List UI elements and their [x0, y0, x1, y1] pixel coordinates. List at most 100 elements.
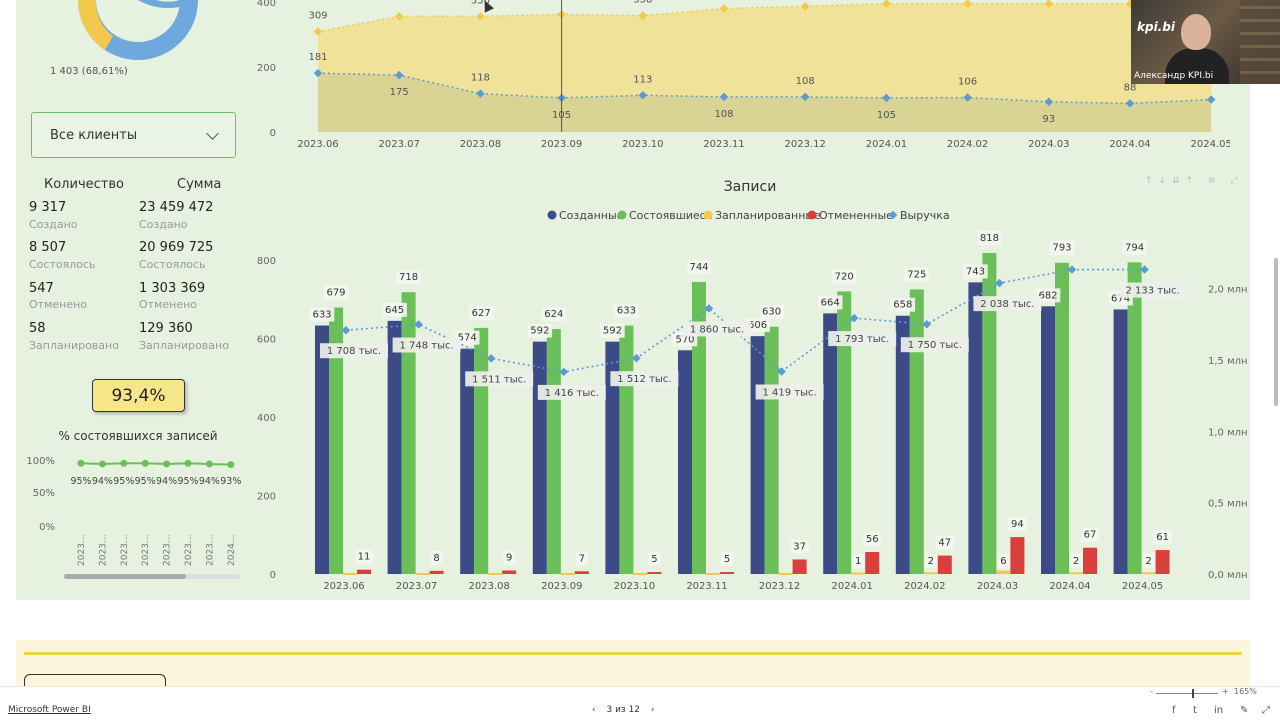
label-cancelled-bg: [1008, 517, 1027, 532]
bar-completed: [474, 327, 489, 574]
kpi-cancelled-count: 547: [29, 281, 54, 296]
spark-line: [80, 462, 231, 466]
zoom-level: 165%: [1234, 687, 1257, 696]
label-cancelled: 11: [358, 552, 371, 563]
top-x-tick: 2023.08: [460, 139, 501, 150]
revenue-label: 1 511 тыс.: [472, 374, 526, 385]
label-completed: 718: [399, 272, 418, 283]
page-scrollbar[interactable]: [1274, 258, 1278, 406]
bar-planned: [778, 573, 793, 575]
label-cancelled: 5: [651, 554, 657, 565]
x-tick-label: 2024.05: [1122, 581, 1163, 592]
top-series-line: [317, 2, 1212, 33]
legend-label: Запланированные: [715, 209, 821, 222]
spark-x-tick: 2023...: [163, 535, 173, 567]
label-planned-bg: [1142, 554, 1155, 568]
bar-completed: [1127, 262, 1142, 574]
top-x-tick: 2023.07: [379, 139, 420, 150]
chevron-down-icon: [206, 126, 219, 140]
powerbi-link[interactable]: Microsoft Power BI: [8, 705, 91, 715]
revenue-point: [1140, 265, 1149, 274]
spark-label: 94%: [156, 476, 177, 487]
top-x-tick: 2023.10: [622, 139, 663, 150]
zoom-track[interactable]: [1156, 693, 1218, 694]
top-data-label: 358: [633, 0, 652, 6]
revenue-label-bg: [610, 371, 679, 387]
bar-planned: [851, 572, 866, 575]
facebook-icon[interactable]: f: [1172, 705, 1176, 716]
top-data-label: 88: [1124, 82, 1137, 93]
label-completed-bg: [468, 305, 494, 320]
revenue-label: 1 750 тыс.: [908, 340, 962, 351]
prev-page-button[interactable]: ‹: [592, 705, 596, 715]
zoom-out-button[interactable]: -: [1150, 687, 1153, 696]
zoom-thumb[interactable]: [1192, 689, 1194, 698]
spark-point: [77, 459, 85, 467]
bar-completed: [764, 326, 779, 574]
bar-planned: [343, 573, 357, 575]
revenue-label-bg: [683, 321, 751, 337]
y2-tick-label: 1,0 млн: [1208, 427, 1248, 438]
label-cancelled-bg: [1153, 530, 1172, 545]
donut-chart[interactable]: [60, 0, 220, 70]
spark-label: 94%: [199, 476, 220, 487]
label-cancelled: 56: [866, 534, 879, 545]
top-data-point: [394, 70, 404, 80]
zoom-in-button[interactable]: +: [1222, 687, 1229, 696]
top-data-point: [476, 12, 485, 21]
spark-point: [205, 460, 213, 468]
label-created-bg: [1035, 288, 1061, 303]
twitter-icon[interactable]: t: [1193, 705, 1197, 716]
label-completed: 679: [326, 287, 345, 298]
top-x-tick: 2023.12: [785, 139, 826, 150]
bar-planned: [488, 573, 503, 575]
label-planned: 2: [928, 556, 934, 567]
bar-completed: [546, 329, 561, 574]
spark-y-tick: 0%: [39, 522, 55, 533]
visual-header-icons[interactable]: ↑↓⇊⇡ ≡ ⤢: [1145, 176, 1244, 186]
label-completed-bg: [686, 259, 712, 274]
linkedin-icon[interactable]: in: [1214, 705, 1224, 716]
bar-cancelled: [1010, 537, 1025, 574]
records-combo-chart[interactable]: Записи Созданные Состоявшиеся Запланированн…: [250, 170, 1250, 600]
top-data-label: 309: [308, 11, 327, 22]
spark-point: [184, 459, 192, 467]
top-y-tick: 0: [270, 128, 276, 139]
label-cancelled: 5: [724, 554, 730, 565]
legend-label: Созданные: [559, 209, 624, 222]
spark-y-tick: 50%: [33, 488, 55, 499]
label-cancelled: 7: [579, 553, 585, 564]
fullscreen-icon[interactable]: ⤢: [1262, 705, 1270, 716]
label-created: 682: [1038, 290, 1057, 301]
completion-sparkline[interactable]: 100% 50% 0% 95% 2023... 94% 2023... 95% 2023... 9…: [20, 448, 250, 583]
revenue-line: [345, 268, 1145, 373]
bar-created: [387, 320, 402, 574]
next-page-button[interactable]: ›: [650, 705, 655, 715]
top-data-point: [313, 27, 323, 36]
donut-label: 1 403 (68,61%): [50, 66, 128, 77]
edit-icon[interactable]: ✎: [1240, 705, 1249, 716]
y2-tick-label: 0,0 млн: [1208, 570, 1248, 581]
top-area-chart[interactable]: 4002000309356358387181175118105113108108…: [250, 0, 1230, 160]
label-cancelled-bg: [354, 549, 374, 564]
revenue-label: 1 708 тыс.: [327, 346, 381, 357]
bar-completed: [329, 307, 343, 574]
label-cancelled: 61: [1156, 532, 1169, 543]
top-data-point: [1044, 97, 1054, 107]
revenue-point: [632, 353, 641, 363]
client-filter-dropdown[interactable]: Все клиенты: [31, 112, 236, 158]
x-tick-label: 2023.07: [396, 581, 437, 592]
spark-x-tick: 2023...: [205, 535, 215, 567]
revenue-label-bg: [537, 384, 606, 400]
label-completed-bg: [904, 267, 930, 282]
spark-point: [141, 459, 149, 467]
bar-completed: [619, 325, 634, 574]
spark-x-tick: 2023...: [98, 535, 108, 567]
top-data-label: 106: [958, 77, 977, 88]
label-created: 574: [458, 333, 477, 344]
top-area-series-blue: [318, 73, 1212, 132]
y-tick-label: 800: [257, 256, 276, 267]
label-completed: 793: [1052, 243, 1071, 254]
presenter-name: Александр KPI.bi: [1134, 71, 1214, 81]
bar-created: [1041, 306, 1055, 574]
